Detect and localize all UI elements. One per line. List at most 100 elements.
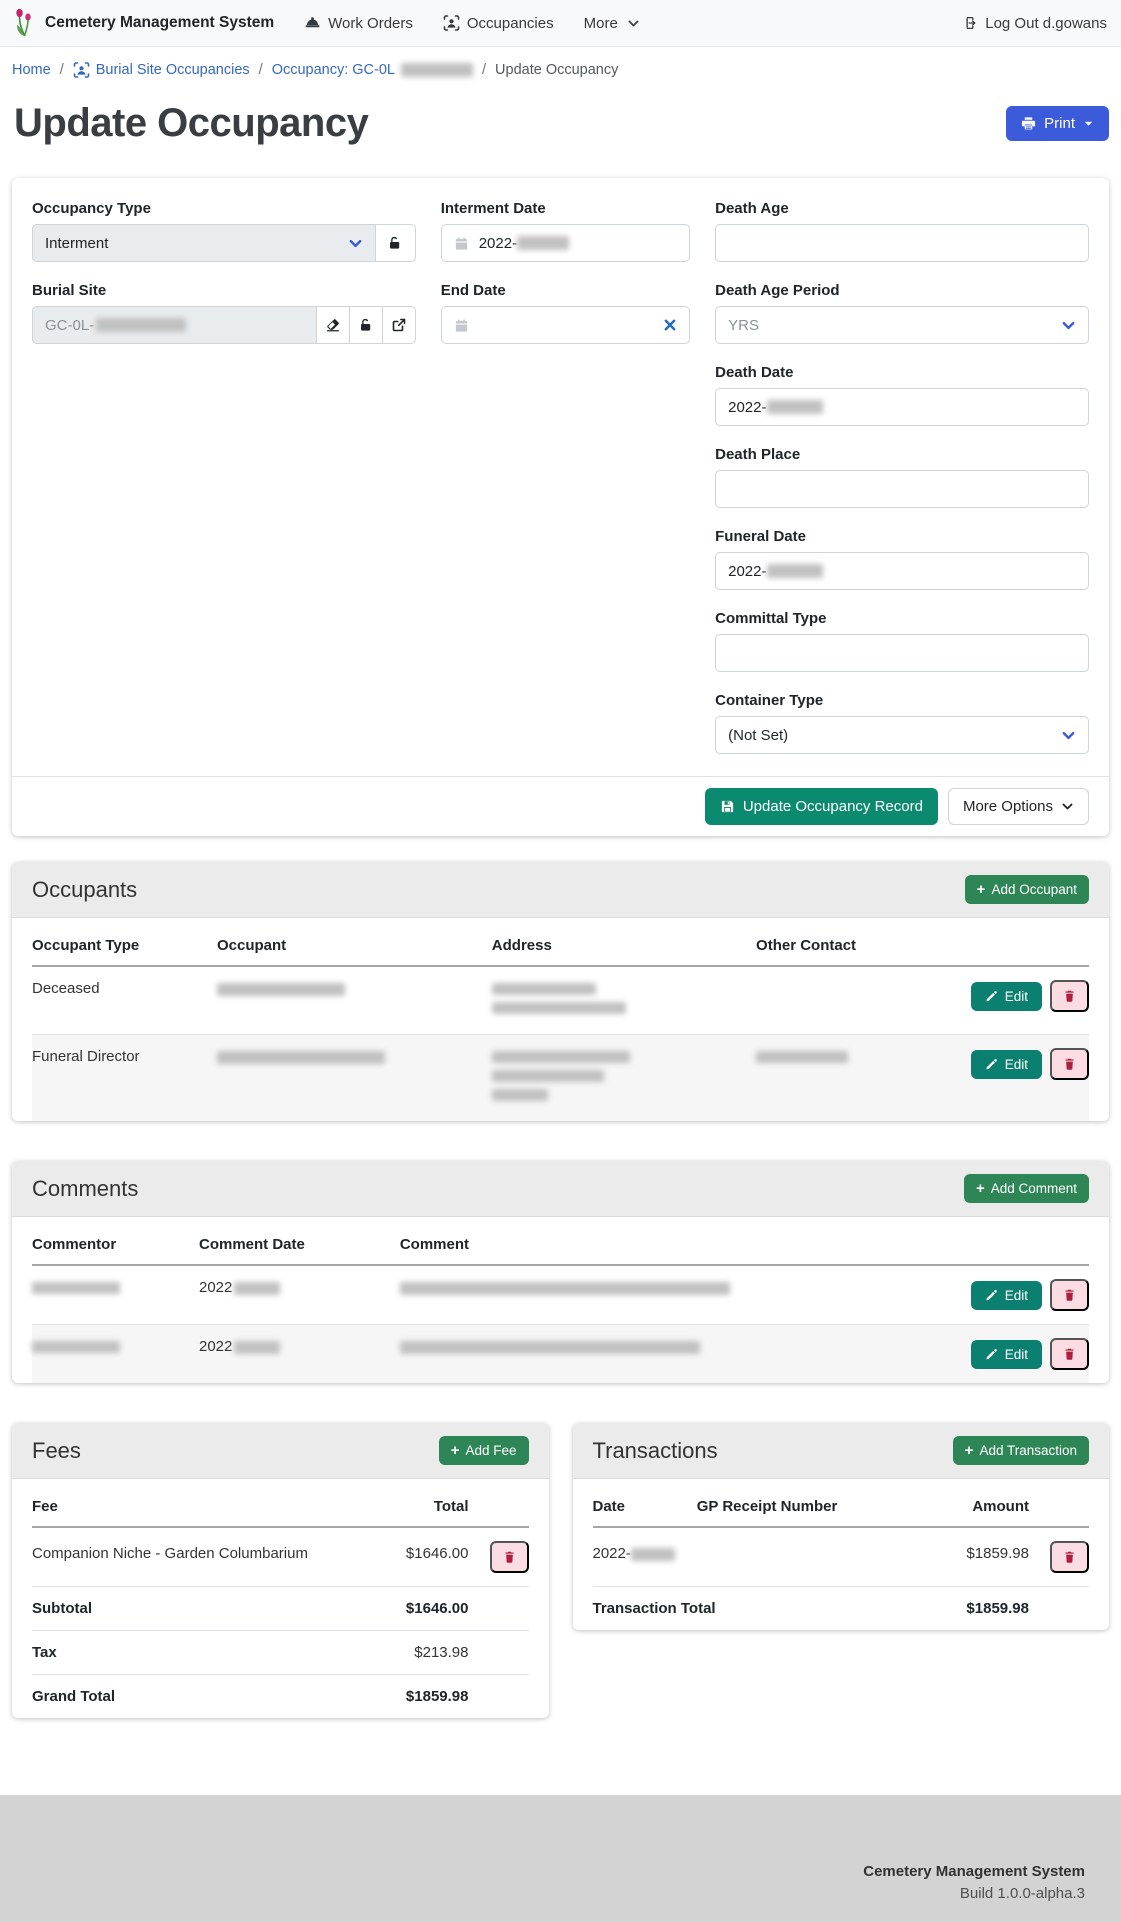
- transactions-card: Transactions + Add Transaction Date GP R…: [572, 1423, 1109, 1630]
- breadcrumb-home[interactable]: Home: [12, 62, 51, 78]
- death-age-period-label: Death Age Period: [715, 282, 840, 299]
- fees-header-total: Total: [370, 1479, 481, 1528]
- funeral-date-value: 2022-: [728, 562, 767, 580]
- nav-item-more[interactable]: More: [584, 15, 640, 32]
- logout-button[interactable]: Log Out d.gowans: [961, 15, 1107, 32]
- plus-icon: +: [450, 1442, 460, 1459]
- delete-occupant-button[interactable]: [1050, 980, 1089, 1012]
- occupancy-type-value: Interment: [45, 234, 109, 252]
- transaction-amount-cell: $1859.98: [905, 1527, 1041, 1587]
- occupant-address-cell: [491, 1034, 757, 1121]
- footer-build-version: Build 1.0.0-alpha.3: [959, 1885, 1085, 1902]
- death-age-period-select[interactable]: YRS: [715, 306, 1089, 344]
- burial-site-input[interactable]: GC-0L-: [32, 306, 318, 344]
- plus-icon: +: [975, 1180, 985, 1197]
- navbar: Cemetery Management System Work Orders: [0, 0, 1121, 47]
- tax-label: Tax: [32, 1630, 371, 1675]
- add-fee-button[interactable]: + Add Fee: [438, 1436, 529, 1465]
- breadcrumb-separator: /: [482, 62, 487, 78]
- delete-comment-button[interactable]: [1050, 1338, 1089, 1370]
- trash-icon: [1063, 1288, 1076, 1302]
- death-age-input[interactable]: [715, 224, 1089, 262]
- occupant-address-cell: [491, 966, 757, 1035]
- delete-comment-button[interactable]: [1050, 1279, 1089, 1311]
- occupancy-form-card: Occupancy Type Interment: [12, 178, 1109, 836]
- death-date-label: Death Date: [715, 364, 794, 381]
- printer-icon: [1021, 116, 1036, 131]
- occupants-header-occupant: Occupant: [216, 918, 492, 967]
- container-type-value: (Not Set): [728, 726, 789, 744]
- fees-header-fee: Fee: [32, 1479, 371, 1528]
- burial-site-open-button[interactable]: [381, 306, 416, 344]
- end-date-input[interactable]: [440, 306, 691, 344]
- redacted-text: [401, 63, 473, 77]
- add-occupant-button[interactable]: + Add Occupant: [964, 875, 1089, 904]
- edit-comment-button[interactable]: Edit: [970, 1280, 1042, 1310]
- page-title: Update Occupancy: [14, 101, 369, 145]
- death-date-input[interactable]: 2022-: [715, 388, 1089, 426]
- delete-transaction-button[interactable]: [1050, 1541, 1089, 1573]
- comment-cell: [399, 1324, 912, 1383]
- logout-label: Log Out d.gowans: [985, 14, 1107, 32]
- interment-date-input[interactable]: 2022-: [440, 224, 691, 262]
- death-place-input[interactable]: [715, 470, 1089, 508]
- nav-item-occupancies[interactable]: Occupancies: [443, 15, 554, 32]
- print-button[interactable]: Print: [1006, 105, 1109, 141]
- occupant-contact-cell: [756, 1034, 926, 1121]
- committal-type-input[interactable]: [715, 634, 1089, 672]
- occupancy-type-select[interactable]: Interment: [32, 224, 376, 262]
- trash-icon: [1063, 989, 1076, 1003]
- more-options-button[interactable]: More Options: [947, 788, 1089, 825]
- navbar-brand[interactable]: Cemetery Management System: [14, 8, 274, 38]
- occupancy-type-label: Occupancy Type: [32, 200, 151, 217]
- save-icon: [720, 799, 735, 814]
- add-fee-label: Add Fee: [465, 1443, 517, 1458]
- add-comment-button[interactable]: + Add Comment: [963, 1174, 1089, 1203]
- add-transaction-label: Add Transaction: [979, 1443, 1077, 1458]
- person-bounding-box-icon: [73, 62, 90, 78]
- death-age-period-value: YRS: [728, 316, 759, 334]
- occupants-header-address: Address: [491, 918, 757, 967]
- chevron-down-icon: [1061, 800, 1074, 813]
- container-type-select[interactable]: (Not Set): [715, 716, 1089, 754]
- update-occupancy-record-button[interactable]: Update Occupancy Record: [704, 788, 938, 825]
- unlock-icon: [387, 235, 403, 251]
- occupant-name-cell: [216, 1034, 492, 1121]
- comment-cell: [399, 1265, 912, 1325]
- fees-subtotal-row: Subtotal $1646.00: [32, 1586, 529, 1631]
- burial-site-clear-button[interactable]: [316, 306, 350, 344]
- edit-occupant-button[interactable]: Edit: [970, 981, 1042, 1011]
- trash-icon: [1063, 1057, 1076, 1071]
- occupants-card: Occupants + Add Occupant Occupant Type O…: [12, 862, 1109, 1121]
- edit-occupant-button[interactable]: Edit: [970, 1049, 1042, 1079]
- add-transaction-button[interactable]: + Add Transaction: [952, 1436, 1089, 1465]
- transactions-header-actions: [1041, 1479, 1089, 1528]
- redacted-text: [766, 400, 823, 414]
- clear-date-icon[interactable]: [663, 318, 677, 332]
- comments-header-commentor: Commentor: [32, 1217, 199, 1266]
- delete-occupant-button[interactable]: [1050, 1048, 1089, 1080]
- nav-item-work-orders[interactable]: Work Orders: [304, 15, 413, 32]
- occupant-type-cell: Funeral Director: [32, 1034, 217, 1121]
- breadcrumb-burial-label: Burial Site Occupancies: [95, 62, 250, 78]
- fees-table: Fee Total Companion Niche - Garden Colum…: [32, 1479, 529, 1718]
- occupancy-type-lock-button[interactable]: [374, 224, 416, 262]
- funeral-date-input[interactable]: 2022-: [715, 552, 1089, 590]
- commentor-cell: [32, 1324, 199, 1383]
- breadcrumb-occupancy[interactable]: Occupancy: GC-0L: [272, 62, 473, 78]
- death-place-label: Death Place: [715, 446, 801, 463]
- breadcrumb-burial-site-occupancies[interactable]: Burial Site Occupancies: [73, 62, 250, 78]
- burial-site-lock-button[interactable]: [348, 306, 383, 344]
- edit-comment-button[interactable]: Edit: [970, 1339, 1042, 1369]
- transactions-header-date: Date: [592, 1479, 697, 1528]
- chevron-down-icon: [348, 236, 363, 251]
- eraser-icon: [325, 317, 341, 333]
- comments-header-date: Comment Date: [199, 1217, 400, 1266]
- death-age-label: Death Age: [715, 200, 789, 217]
- edit-label: Edit: [1004, 988, 1028, 1004]
- transactions-header-receipt: GP Receipt Number: [696, 1479, 906, 1528]
- fees-title: Fees: [32, 1437, 81, 1463]
- trash-icon: [503, 1550, 516, 1564]
- edit-label: Edit: [1004, 1056, 1028, 1072]
- delete-fee-button[interactable]: [489, 1541, 529, 1573]
